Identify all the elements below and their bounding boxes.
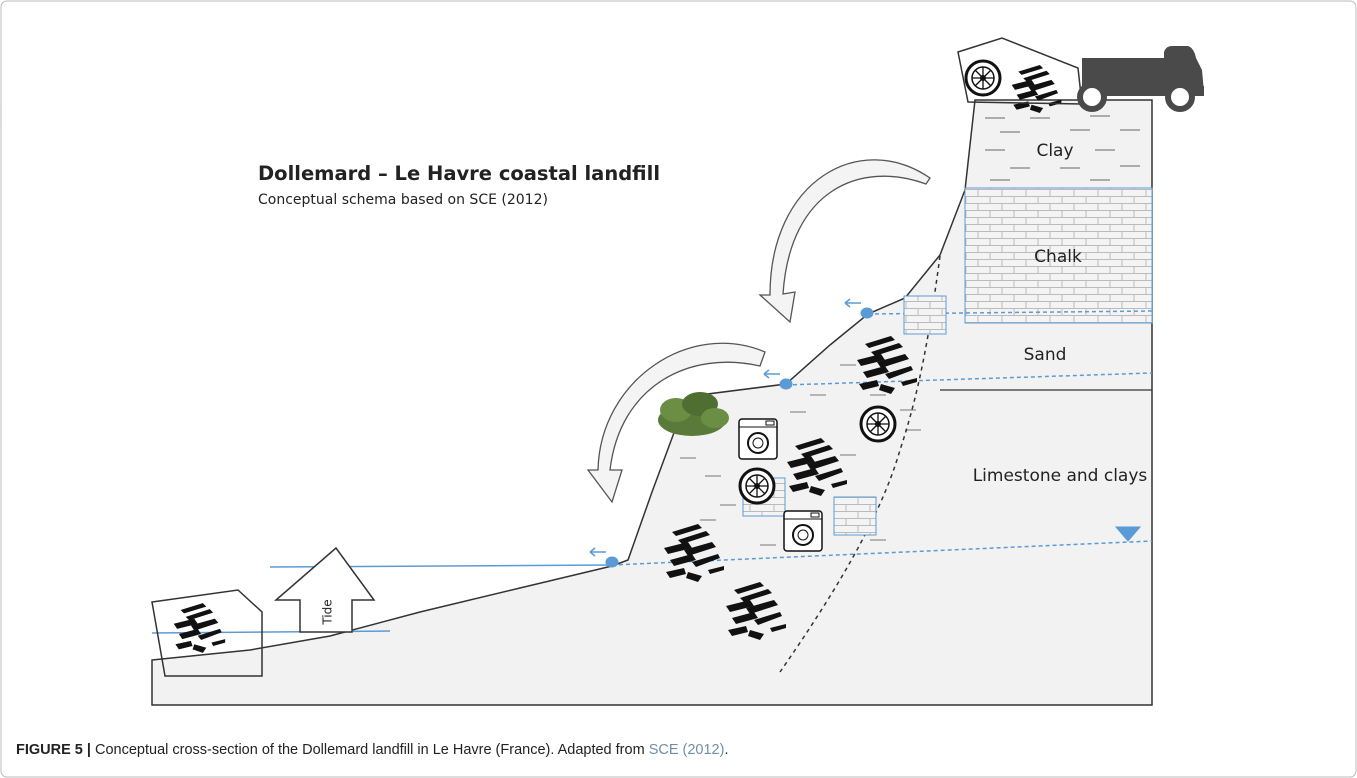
caption-end: . xyxy=(724,742,728,758)
title: Dollemard – Le Havre coastal landfill xyxy=(258,162,660,185)
caption: FIGURE 5 | Conceptual cross-section of t… xyxy=(16,742,728,758)
caption-text: Conceptual cross-section of the Dollemar… xyxy=(91,742,649,758)
subtitle: Conceptual schema based on SCE (2012) xyxy=(258,192,548,208)
tide-label: Tide xyxy=(321,599,335,625)
layer-label: Chalk xyxy=(1034,247,1082,267)
layer-label: Limestone and clays xyxy=(973,466,1148,486)
caption-label: FIGURE 5 | xyxy=(16,742,91,758)
figure: Tide Dollemard – Le Havre coastal landfi… xyxy=(0,0,1357,778)
diagram: Tide Dollemard – Le Havre coastal landfi… xyxy=(0,0,1357,778)
caption-reference[interactable]: SCE (2012) xyxy=(649,742,725,758)
layer-label: Clay xyxy=(1036,141,1073,161)
layer-label: Sand xyxy=(1024,345,1067,365)
